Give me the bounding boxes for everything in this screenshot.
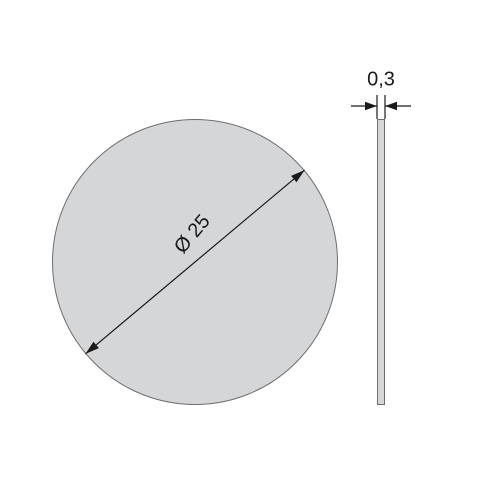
thickness-dimension [0,0,500,500]
thickness-dimension-label: 0,3 [367,69,395,92]
drawing-canvas: { "canvas": { "width": 500, "height": 50… [0,0,500,500]
